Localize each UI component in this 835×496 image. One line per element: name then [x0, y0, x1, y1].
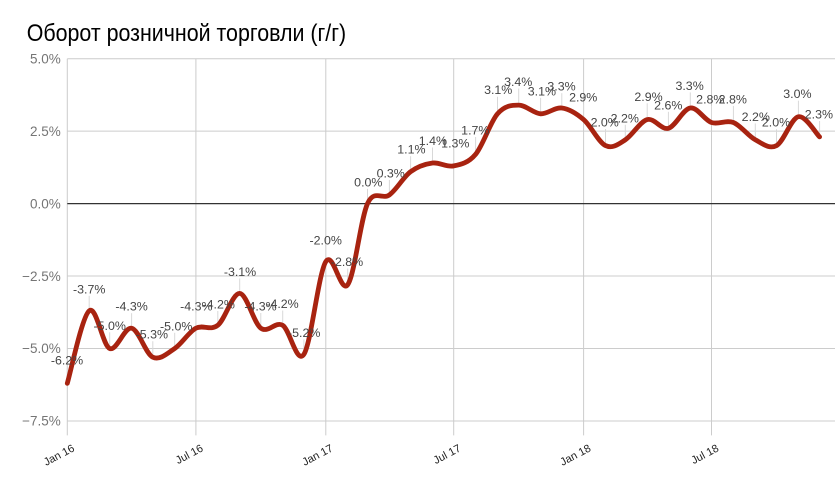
svg-text:-5.3%: -5.3% [136, 328, 168, 342]
svg-text:-5.0%: -5.0% [160, 319, 192, 333]
svg-text:−7.5%: −7.5% [22, 414, 61, 429]
svg-text:-2.8%: -2.8% [331, 255, 363, 269]
svg-text:3.1%: 3.1% [528, 84, 556, 98]
svg-text:-3.1%: -3.1% [224, 265, 256, 279]
svg-text:-6.2%: -6.2% [51, 354, 83, 368]
svg-text:-4.2%: -4.2% [266, 297, 298, 311]
svg-text:1.4%: 1.4% [419, 134, 447, 148]
svg-text:1.3%: 1.3% [441, 137, 469, 151]
svg-text:0.0%: 0.0% [30, 196, 61, 211]
svg-text:-4.3%: -4.3% [180, 300, 212, 314]
svg-text:3.0%: 3.0% [783, 87, 811, 101]
svg-text:-2.0%: -2.0% [310, 234, 342, 248]
svg-text:2.6%: 2.6% [654, 98, 682, 112]
svg-text:2.8%: 2.8% [696, 92, 724, 106]
svg-text:1.1%: 1.1% [397, 143, 425, 157]
svg-text:-4.3%: -4.3% [244, 300, 276, 314]
svg-text:-3.7%: -3.7% [73, 282, 105, 296]
svg-text:0.0%: 0.0% [354, 175, 382, 189]
svg-text:-4.3%: -4.3% [115, 300, 147, 314]
svg-text:3.4%: 3.4% [504, 75, 532, 89]
svg-text:1.7%: 1.7% [461, 124, 489, 138]
svg-text:3.1%: 3.1% [484, 83, 512, 97]
svg-text:2.0%: 2.0% [762, 116, 790, 130]
svg-text:2.8%: 2.8% [719, 92, 747, 106]
svg-text:2.9%: 2.9% [634, 90, 662, 104]
svg-text:2.2%: 2.2% [611, 111, 639, 125]
svg-text:-5.2%: -5.2% [288, 326, 320, 340]
svg-text:-4.2%: -4.2% [203, 298, 235, 312]
svg-text:-5.0%: -5.0% [94, 319, 126, 333]
svg-text:2.3%: 2.3% [805, 108, 833, 122]
svg-text:2.5%: 2.5% [30, 124, 61, 139]
svg-text:3.3%: 3.3% [547, 80, 575, 94]
svg-text:0.3%: 0.3% [377, 166, 405, 180]
svg-text:2.2%: 2.2% [742, 110, 770, 124]
svg-text:2.0%: 2.0% [591, 116, 619, 130]
svg-text:Оборот розничной торговли (г/г: Оборот розничной торговли (г/г) [27, 20, 347, 47]
svg-text:5.0%: 5.0% [30, 51, 61, 66]
svg-text:3.3%: 3.3% [675, 79, 703, 93]
svg-text:−2.5%: −2.5% [22, 269, 61, 284]
svg-text:2.9%: 2.9% [569, 91, 597, 105]
svg-text:−5.0%: −5.0% [22, 341, 61, 356]
